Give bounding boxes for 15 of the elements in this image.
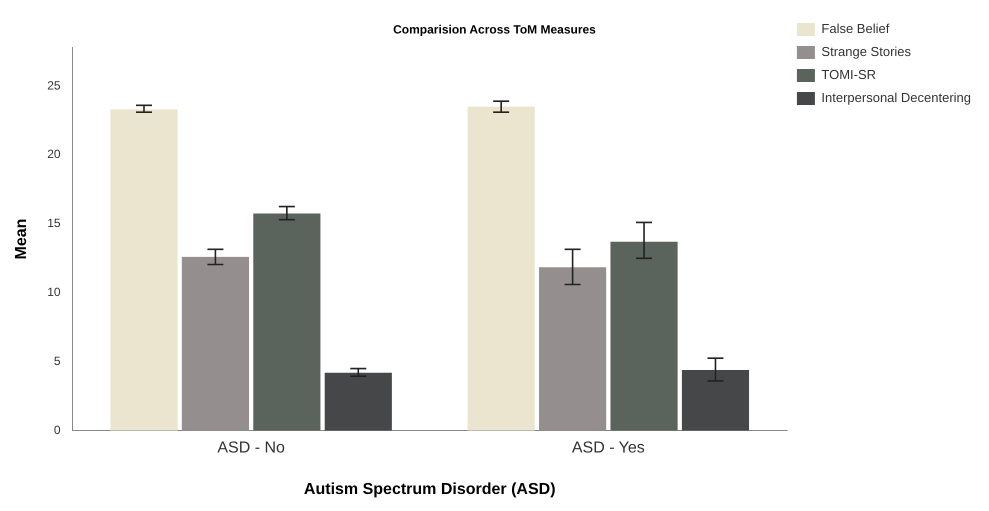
y-axis-title: Mean [13,218,30,260]
y-tick-label: 20 [47,147,61,162]
y-tick-label: 0 [54,422,61,437]
y-tick-label: 5 [54,354,61,368]
x-axis-title: Autism Spectrum Disorder (ASD) [304,480,556,498]
y-tick-label: 10 [47,285,61,300]
y-tick-label: 15 [47,216,61,230]
legend-label: False Belief [821,21,890,36]
legend-label: TOMI-SR [821,67,876,82]
x-tick-label: ASD - No [217,440,286,457]
legend-label: Strange Stories [821,44,912,60]
y-tick-label: 25 [47,78,61,92]
x-tick-label: ASD - Yes [572,440,645,457]
chart-title: Comparision Across ToM Measures [393,22,596,37]
legend-label: Interpersonal Decentering [821,90,972,106]
